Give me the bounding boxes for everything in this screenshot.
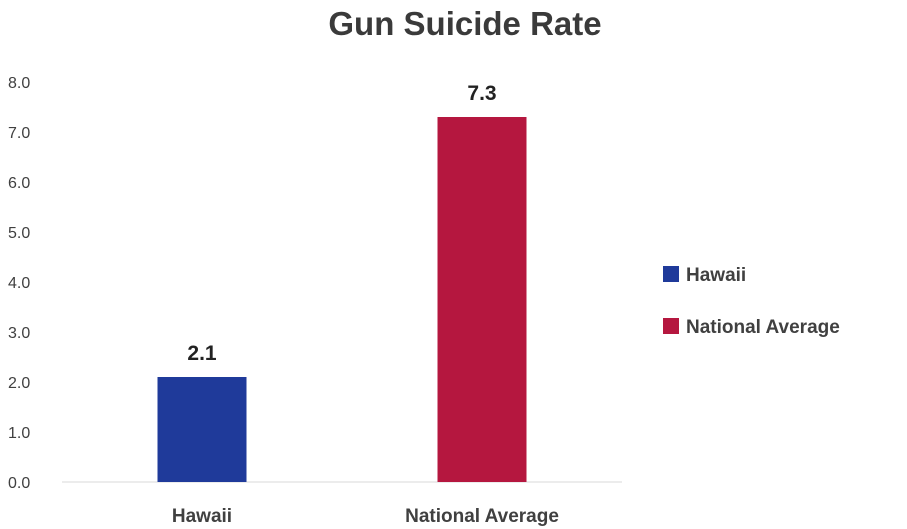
legend-label: Hawaii xyxy=(686,265,746,286)
y-tick-label: 8.0 xyxy=(8,75,30,92)
y-tick-label: 2.0 xyxy=(8,375,30,392)
legend-swatch xyxy=(663,318,679,334)
y-tick-label: 7.0 xyxy=(8,125,30,142)
bars: 2.1 7.3 xyxy=(157,82,527,482)
y-tick-label: 4.0 xyxy=(8,275,30,292)
data-label: 2.1 xyxy=(187,342,217,365)
x-axis: Hawaii National Average xyxy=(172,506,559,527)
y-axis: 0.0 1.0 2.0 3.0 4.0 5.0 6.0 7.0 8.0 xyxy=(8,75,30,492)
x-tick-label: Hawaii xyxy=(172,506,232,527)
y-tick-label: 6.0 xyxy=(8,175,30,192)
chart-title: Gun Suicide Rate xyxy=(328,5,601,42)
y-tick-label: 0.0 xyxy=(8,475,30,492)
legend: Hawaii National Average xyxy=(663,265,840,338)
legend-swatch xyxy=(663,266,679,282)
bar-national-average xyxy=(437,117,527,482)
data-label: 7.3 xyxy=(467,82,496,105)
legend-label: National Average xyxy=(686,317,840,338)
x-tick-label: National Average xyxy=(405,506,559,527)
y-tick-label: 1.0 xyxy=(8,425,30,442)
bar-hawaii xyxy=(157,377,247,482)
y-tick-label: 3.0 xyxy=(8,325,30,342)
y-tick-label: 5.0 xyxy=(8,225,30,242)
